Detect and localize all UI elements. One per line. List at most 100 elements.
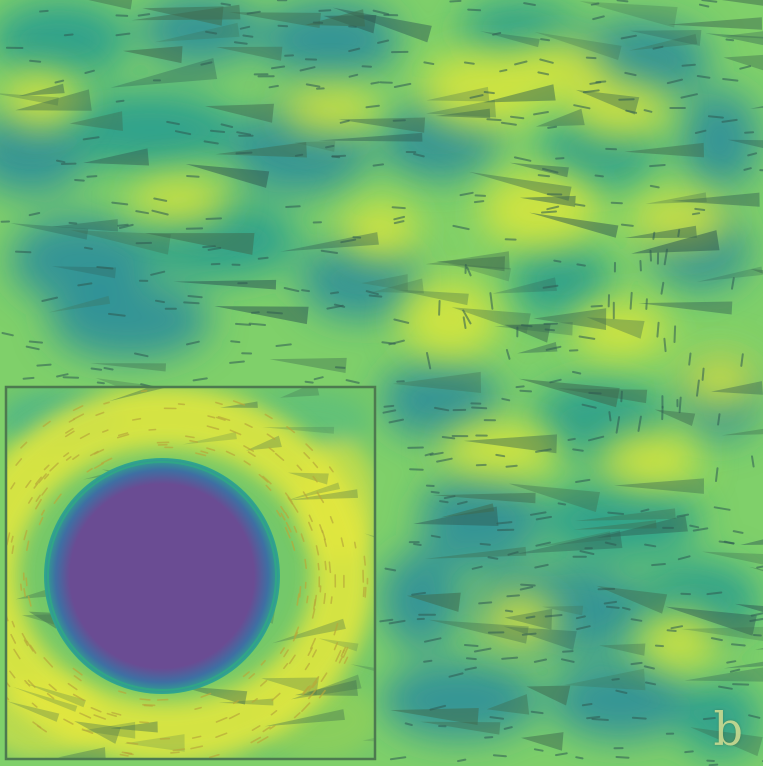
streamline-dash [592, 15, 605, 21]
inset-dash [251, 725, 261, 732]
flow-wedge [705, 33, 763, 52]
inset-dash [206, 447, 216, 452]
inset-dash [93, 714, 106, 720]
inset-flow-wedge [178, 685, 248, 705]
inset-dash [46, 692, 55, 700]
streamline-dash [86, 175, 98, 178]
inset-dash [287, 496, 294, 505]
streamline-dash [515, 385, 525, 389]
streamline-dash [430, 490, 440, 494]
streamline-dash [615, 689, 628, 694]
streamline-dash [187, 295, 203, 299]
streamline-dash [411, 591, 426, 596]
streamline-dash [257, 256, 269, 260]
streamline-dash [235, 322, 252, 326]
inset-dash [65, 427, 74, 434]
streamline-dash [271, 65, 286, 70]
inset-dash [139, 721, 149, 724]
streamline-dash [678, 396, 682, 414]
streamline-dash [220, 123, 234, 128]
flow-wedge [638, 301, 733, 315]
streamline-dash [590, 2, 600, 6]
streamline-dash [441, 436, 456, 440]
streamline-dash [694, 207, 706, 211]
inset-dash [65, 456, 72, 461]
streamline-dash [1, 332, 14, 337]
inset-dash [206, 425, 220, 431]
inset-dash [15, 458, 23, 466]
streamline-dash [670, 625, 684, 630]
inset-dash [311, 649, 318, 658]
inset-dash [102, 429, 109, 433]
streamline-dash [334, 366, 346, 369]
streamline-dash [392, 119, 406, 122]
streamline-dash [663, 337, 667, 353]
inset-dash [328, 561, 332, 574]
streamline-dash [457, 500, 468, 505]
streamline-dash [430, 534, 441, 539]
streamline-dash [725, 38, 735, 42]
streamline-dash [449, 0, 462, 3]
flow-wedge [723, 54, 763, 73]
low-region [680, 90, 760, 190]
streamline-dash [713, 506, 731, 511]
streamline-dash [153, 197, 168, 202]
streamline-dash [743, 167, 752, 171]
streamline-dash [663, 248, 668, 266]
streamline-dash [694, 129, 707, 134]
inset-dash [313, 594, 318, 607]
streamline-dash [696, 379, 700, 397]
streamline-dash [731, 643, 746, 647]
streamline-dash [313, 376, 324, 381]
streamline-dash [732, 530, 744, 534]
streamline-dash [611, 678, 620, 681]
streamline-dash [521, 632, 537, 636]
streamline-dash [749, 617, 763, 622]
inset-dash [258, 473, 269, 483]
streamline-dash [459, 191, 474, 197]
flow-wedge [440, 503, 495, 518]
streamline-dash [464, 666, 477, 671]
streamline-dash [573, 104, 591, 110]
streamline-dash [513, 156, 532, 162]
streamline-dash [108, 312, 126, 317]
inset-dash [259, 679, 268, 687]
streamline-dash [186, 340, 200, 346]
inset-dash [286, 425, 296, 434]
inset-dash [284, 512, 290, 519]
inset-dash [215, 716, 228, 723]
streamline-dash [318, 9, 332, 12]
inset-dash [86, 467, 93, 473]
streamline-dash [77, 282, 93, 287]
high-region [480, 590, 560, 650]
flow-wedge [51, 266, 117, 279]
flow-wedge [723, 29, 763, 40]
streamline-dash [151, 209, 169, 216]
inset-dash [29, 644, 37, 654]
inset-dash [260, 659, 266, 666]
streamline-dash [210, 129, 226, 133]
streamline-dash [581, 703, 593, 707]
inset-flow-wedge [290, 674, 362, 700]
flow-wedge [645, 192, 707, 204]
inset-dash [23, 639, 29, 647]
flow-wedge [710, 381, 763, 395]
flow-wedge [463, 434, 557, 454]
inset-dash [232, 699, 240, 705]
inset-dash [48, 683, 57, 692]
inset-dash [6, 532, 11, 546]
streamline-dash [200, 61, 213, 66]
inset-dash [67, 682, 78, 691]
streamline-dash [585, 56, 597, 60]
inset-dash [340, 649, 345, 657]
inset-dash [116, 433, 130, 439]
inset-dash [250, 736, 262, 744]
flow-wedge [294, 140, 336, 152]
streamline-dash [56, 159, 66, 164]
inset-dash [264, 413, 273, 420]
streamline-dash [277, 24, 289, 28]
streamline-dash [721, 118, 738, 123]
inset-dash [307, 647, 314, 657]
streamline-dash [649, 249, 652, 262]
inset-dash [320, 672, 328, 683]
